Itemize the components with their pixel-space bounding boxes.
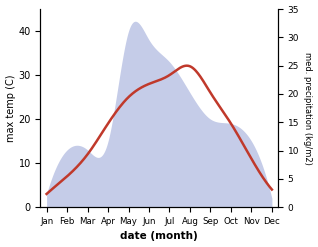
Y-axis label: med. precipitation (kg/m2): med. precipitation (kg/m2) [303,52,313,165]
X-axis label: date (month): date (month) [121,231,198,242]
Y-axis label: max temp (C): max temp (C) [5,74,16,142]
